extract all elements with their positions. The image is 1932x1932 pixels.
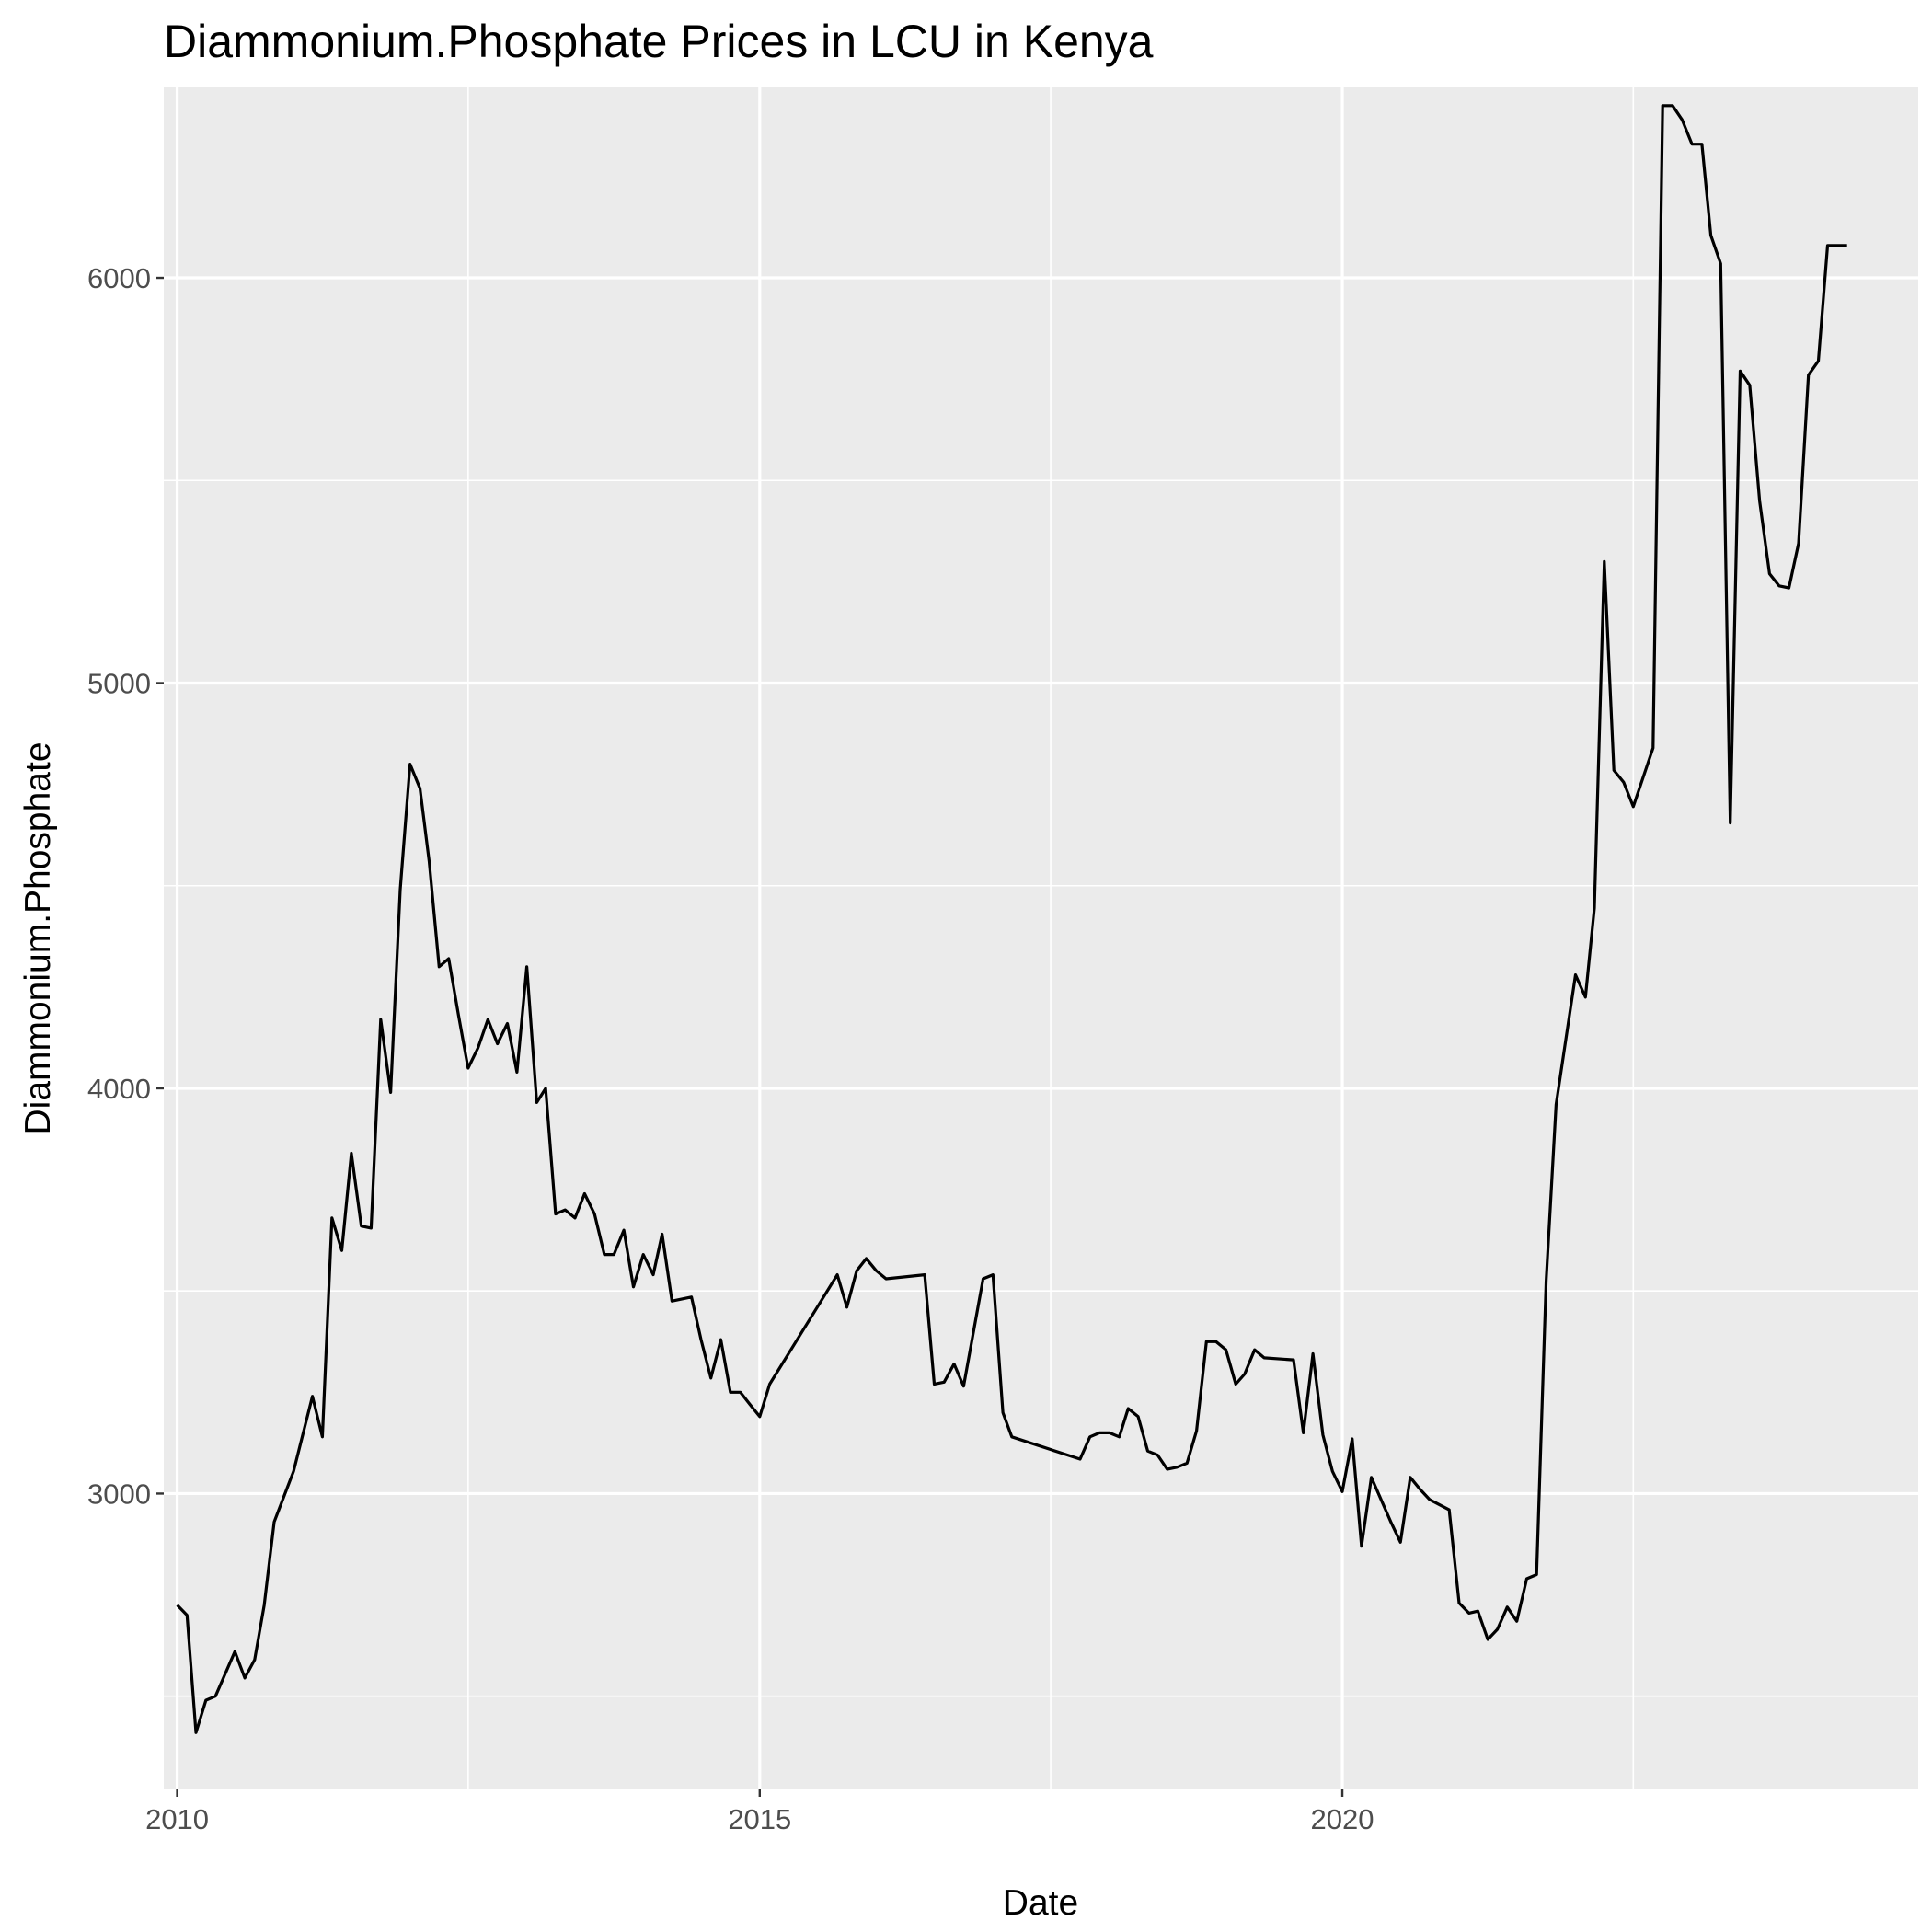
y-tick-label: 6000 — [87, 262, 151, 294]
series-layer — [176, 104, 1847, 1734]
y-tick-label: 3000 — [87, 1478, 151, 1510]
x-tick-label: 2020 — [1311, 1803, 1374, 1835]
y-tick-label: 5000 — [87, 668, 151, 700]
y-axis: 3000 4000 5000 6000 — [87, 262, 164, 1510]
y-tick-label: 4000 — [87, 1073, 151, 1105]
major-gridlines — [164, 87, 1918, 1789]
y-axis-title: Diammonium.Phosphate — [18, 742, 58, 1134]
x-tick-label: 2015 — [728, 1803, 791, 1835]
plot-panel — [164, 87, 1918, 1789]
x-tick-label: 2010 — [145, 1803, 209, 1835]
series-line — [176, 104, 1847, 1734]
minor-gridlines — [164, 74, 1918, 1789]
x-axis-title: Date — [1003, 1883, 1078, 1923]
chart-title: Diammonium.Phosphate Prices in LCU in Ke… — [164, 16, 1154, 67]
x-axis: 2010 2015 2020 — [145, 1789, 1374, 1835]
